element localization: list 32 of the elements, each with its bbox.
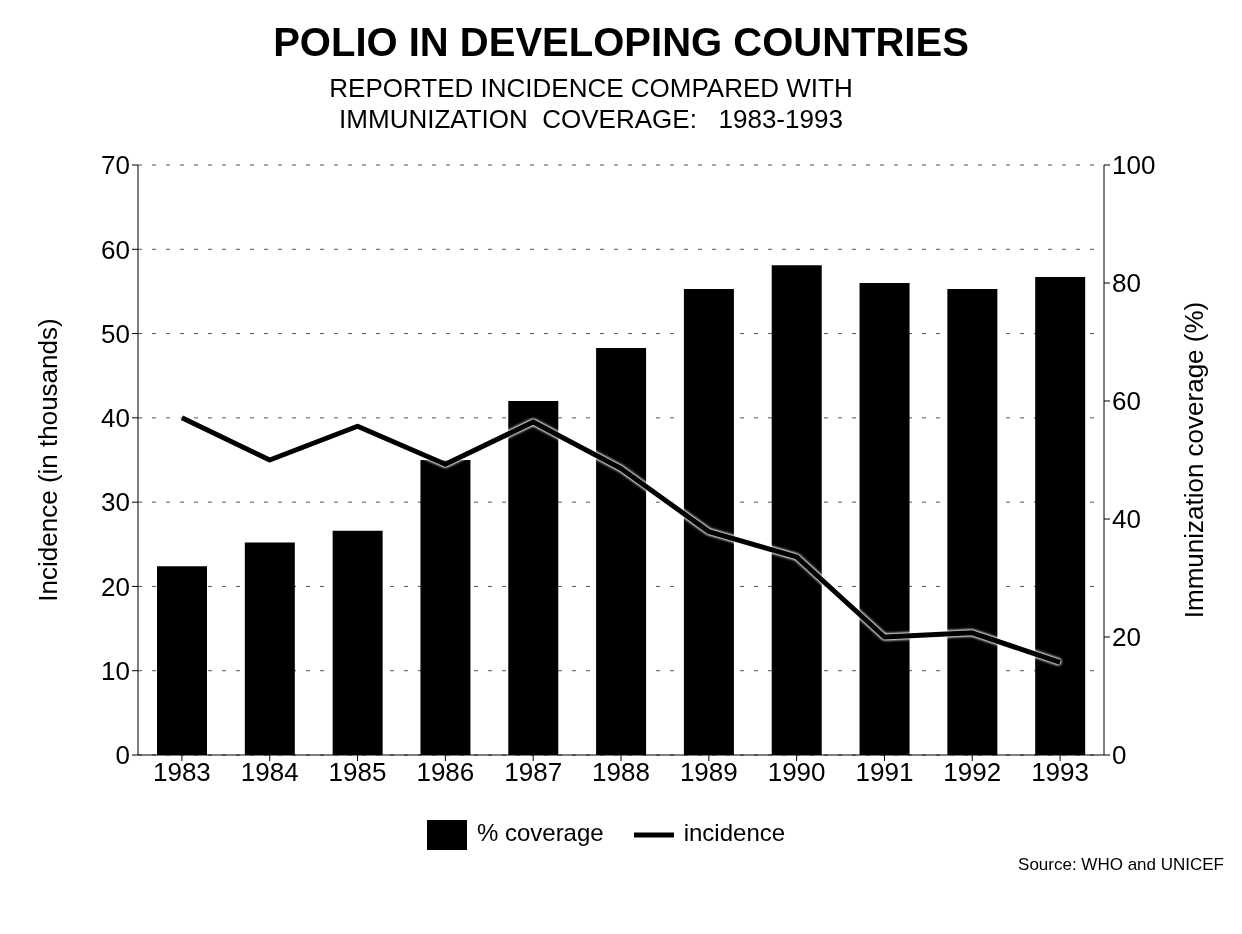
source-note: Source: WHO and UNICEF bbox=[1018, 855, 1224, 875]
y2-tick-label: 20 bbox=[1112, 622, 1141, 653]
y2-tick-label: 100 bbox=[1112, 150, 1156, 181]
x-tick-label: 1983 bbox=[152, 757, 211, 788]
x-tick-label: 1993 bbox=[1031, 757, 1090, 788]
x-tick-label: 1991 bbox=[855, 757, 914, 788]
x-tick-label: 1985 bbox=[328, 757, 387, 788]
y-tick-label: 10 bbox=[101, 655, 130, 686]
y-tick-label: 20 bbox=[101, 571, 130, 602]
y2-tick-label: 80 bbox=[1112, 268, 1141, 299]
y2-tick-label: 40 bbox=[1112, 504, 1141, 535]
x-tick-label: 1987 bbox=[504, 757, 563, 788]
x-tick-label: 1984 bbox=[240, 757, 299, 788]
chart-title: POLIO IN DEVELOPING COUNTRIES bbox=[272, 20, 970, 65]
legend-label: incidence bbox=[683, 819, 786, 847]
y-tick-label: 30 bbox=[101, 487, 130, 518]
chart-subtitle: REPORTED INCIDENCE COMPARED WITH IMMUNIZATION COVERAGE: 1983-1993 bbox=[328, 73, 854, 135]
x-tick-label: 1986 bbox=[416, 757, 475, 788]
x-tick-label: 1992 bbox=[943, 757, 1002, 788]
x-tick-label: 1990 bbox=[767, 757, 826, 788]
y2-tick-label: 0 bbox=[1112, 740, 1127, 771]
y-tick-label: 70 bbox=[101, 150, 130, 181]
legend-label: % coverage bbox=[476, 819, 604, 847]
y2-tick-label: 60 bbox=[1112, 386, 1141, 417]
x-tick-label: 1989 bbox=[679, 757, 738, 788]
y-tick-label: 40 bbox=[101, 403, 130, 434]
y-tick-label: 50 bbox=[101, 318, 130, 349]
y-tick-label: 0 bbox=[115, 740, 130, 771]
y-axis-title: Incidence (in thousands) bbox=[33, 318, 64, 602]
x-tick-label: 1988 bbox=[592, 757, 650, 788]
y-tick-label: 60 bbox=[101, 234, 130, 265]
y2-axis-title: Immunization coverage (%) bbox=[1179, 301, 1210, 619]
